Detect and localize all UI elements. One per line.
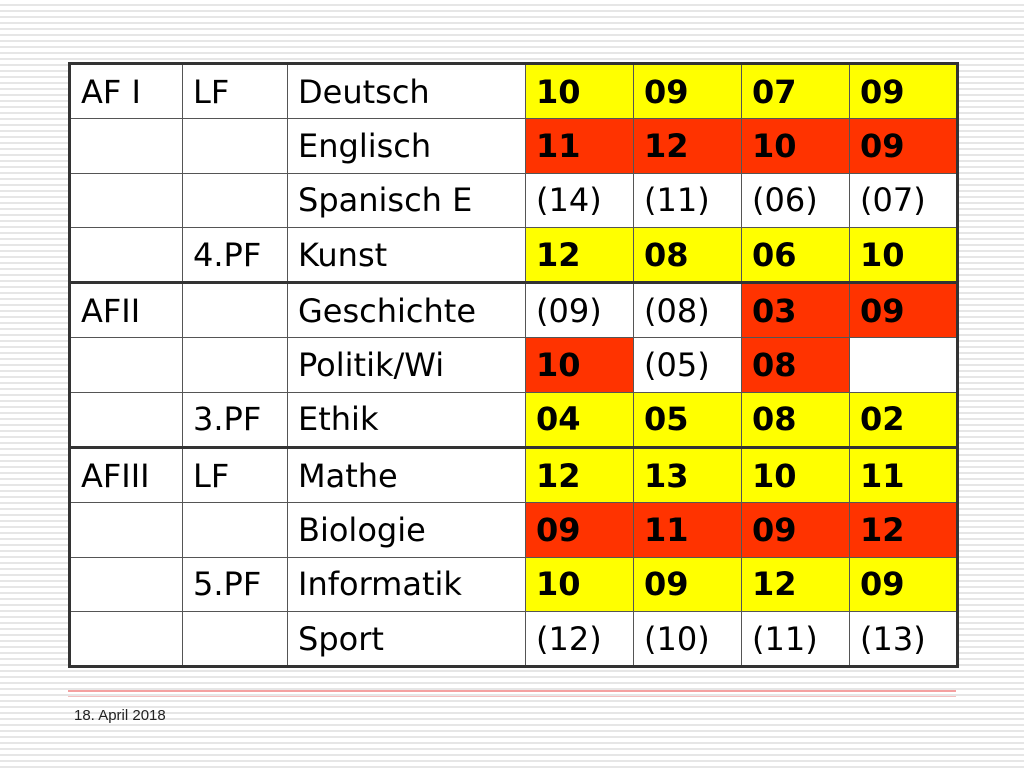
- pf-cell: [182, 610, 288, 668]
- af-cell: [69, 502, 183, 558]
- table-row: Biologie 09 11 09 12: [69, 502, 958, 558]
- pf-cell: [182, 281, 288, 339]
- grade-cell: 12: [849, 502, 958, 558]
- subject-cell: Spanisch E: [287, 172, 526, 228]
- grade-cell: (12): [525, 610, 634, 668]
- grade-cell: (09): [525, 281, 634, 339]
- grade-cell: 10: [525, 337, 634, 393]
- grade-cell: (11): [633, 172, 742, 228]
- af-cell: [69, 556, 183, 612]
- grade-cell: 02: [849, 391, 958, 449]
- footer-divider-secondary: [68, 696, 956, 697]
- table-row: AFIII LF Mathe 12 13 10 11: [69, 446, 958, 504]
- pf-cell: [182, 118, 288, 174]
- grade-cell: (07): [849, 172, 958, 228]
- grade-cell: 10: [525, 556, 634, 612]
- grade-cell: (08): [633, 281, 742, 339]
- table-row: AF I LF Deutsch 10 09 07 09: [69, 62, 958, 120]
- grade-cell: 09: [849, 556, 958, 612]
- pf-cell: [182, 502, 288, 558]
- grade-cell: 03: [741, 281, 850, 339]
- grade-cell: 09: [633, 62, 742, 120]
- grade-cell: 10: [741, 446, 850, 504]
- grade-cell: 13: [633, 446, 742, 504]
- af-cell: [69, 391, 183, 449]
- grades-table: AF I LF Deutsch 10 09 07 09 Englisch 11 …: [68, 62, 959, 669]
- af-cell: AFII: [69, 281, 183, 339]
- grade-cell: 08: [633, 226, 742, 284]
- footer-divider: [68, 690, 956, 692]
- subject-cell: Mathe: [287, 446, 526, 504]
- grade-cell: 10: [525, 62, 634, 120]
- subject-cell: Informatik: [287, 556, 526, 612]
- table-row: Spanisch E (14) (11) (06) (07): [69, 172, 958, 228]
- subject-cell: Kunst: [287, 226, 526, 284]
- grade-cell: (14): [525, 172, 634, 228]
- grade-cell: 12: [633, 118, 742, 174]
- pf-cell: LF: [182, 446, 288, 504]
- grade-cell: (06): [741, 172, 850, 228]
- pf-cell: [182, 172, 288, 228]
- grade-cell: 04: [525, 391, 634, 449]
- subject-cell: Deutsch: [287, 62, 526, 120]
- grade-cell: 11: [525, 118, 634, 174]
- subject-cell: Biologie: [287, 502, 526, 558]
- table-row: Sport (12) (10) (11) (13): [69, 610, 958, 668]
- pf-cell: [182, 337, 288, 393]
- table-row: 3.PF Ethik 04 05 08 02: [69, 391, 958, 449]
- subject-cell: Geschichte: [287, 281, 526, 339]
- grade-cell: 10: [741, 118, 850, 174]
- grade-cell: 09: [633, 556, 742, 612]
- subject-cell: Englisch: [287, 118, 526, 174]
- table-row: Englisch 11 12 10 09: [69, 118, 958, 174]
- af-cell: [69, 226, 183, 284]
- pf-cell: 3.PF: [182, 391, 288, 449]
- grades-body: AF I LF Deutsch 10 09 07 09 Englisch 11 …: [69, 62, 958, 668]
- grade-cell: 07: [741, 62, 850, 120]
- grade-cell: 09: [525, 502, 634, 558]
- grade-cell: 09: [849, 281, 958, 339]
- table-row: AFII Geschichte (09) (08) 03 09: [69, 281, 958, 339]
- footer-date: 18. April 2018: [74, 707, 166, 724]
- grade-cell: 12: [741, 556, 850, 612]
- grade-cell: 09: [741, 502, 850, 558]
- grade-cell: 06: [741, 226, 850, 284]
- subject-cell: Sport: [287, 610, 526, 668]
- grade-cell: (10): [633, 610, 742, 668]
- subject-cell: Politik/Wi: [287, 337, 526, 393]
- grade-cell: 08: [741, 391, 850, 449]
- table-row: 4.PF Kunst 12 08 06 10: [69, 226, 958, 284]
- af-cell: [69, 172, 183, 228]
- af-cell: [69, 610, 183, 668]
- table-row: Politik/Wi 10 (05) 08: [69, 337, 958, 393]
- grade-cell: (11): [741, 610, 850, 668]
- subject-cell: Ethik: [287, 391, 526, 449]
- grade-cell: 09: [849, 118, 958, 174]
- af-cell: [69, 118, 183, 174]
- grade-cell: 05: [633, 391, 742, 449]
- pf-cell: 4.PF: [182, 226, 288, 284]
- grade-cell: (13): [849, 610, 958, 668]
- grade-cell: 11: [849, 446, 958, 504]
- table-row: 5.PF Informatik 10 09 12 09: [69, 556, 958, 612]
- af-cell: AF I: [69, 62, 183, 120]
- grade-cell: 12: [525, 446, 634, 504]
- grade-cell: [849, 337, 958, 393]
- grade-cell: (05): [633, 337, 742, 393]
- grade-cell: 08: [741, 337, 850, 393]
- af-cell: AFIII: [69, 446, 183, 504]
- grade-cell: 09: [849, 62, 958, 120]
- pf-cell: LF: [182, 62, 288, 120]
- pf-cell: 5.PF: [182, 556, 288, 612]
- grade-cell: 10: [849, 226, 958, 284]
- grade-cell: 12: [525, 226, 634, 284]
- grade-cell: 11: [633, 502, 742, 558]
- af-cell: [69, 337, 183, 393]
